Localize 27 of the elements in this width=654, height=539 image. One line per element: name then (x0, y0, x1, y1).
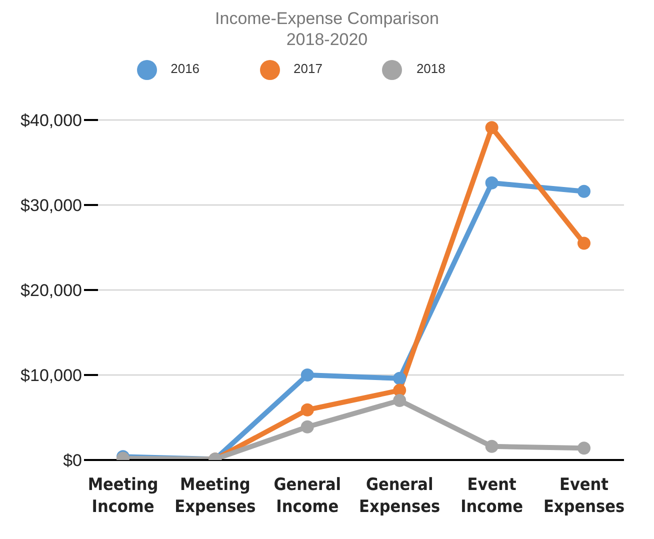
point (578, 236, 590, 250)
point (578, 184, 590, 198)
x-tick-label: Meeting Income (88, 475, 158, 517)
point (300, 368, 314, 382)
legend-label: 2018 (416, 61, 446, 76)
point (485, 121, 498, 134)
chart-title: Income-Expense Comparison (214, 8, 440, 29)
point (300, 403, 314, 416)
x-tick-label: Meeting Expenses (174, 475, 256, 517)
x-tick-label: General Income (274, 475, 342, 517)
point (485, 176, 498, 190)
y-tick-label: $10,000 (20, 366, 82, 386)
y-tick-label: $30,000 (20, 196, 82, 216)
point (393, 372, 406, 385)
chart-subtitle: 2018-2020 (285, 29, 369, 50)
y-tick-label: $40,000 (20, 111, 82, 130)
point (300, 420, 314, 434)
y-tick-label: $20,000 (20, 281, 82, 300)
x-tick-label: General Expenses (359, 475, 440, 517)
point (393, 394, 406, 407)
y-tick-label: $0 (63, 451, 82, 470)
point (578, 442, 590, 455)
point (485, 440, 498, 453)
legend-label: 2017 (294, 61, 322, 76)
legend-label: 2016 (170, 61, 200, 76)
x-tick-label: Event Expenses (543, 475, 625, 517)
x-tick-label: Event Income (460, 475, 524, 517)
